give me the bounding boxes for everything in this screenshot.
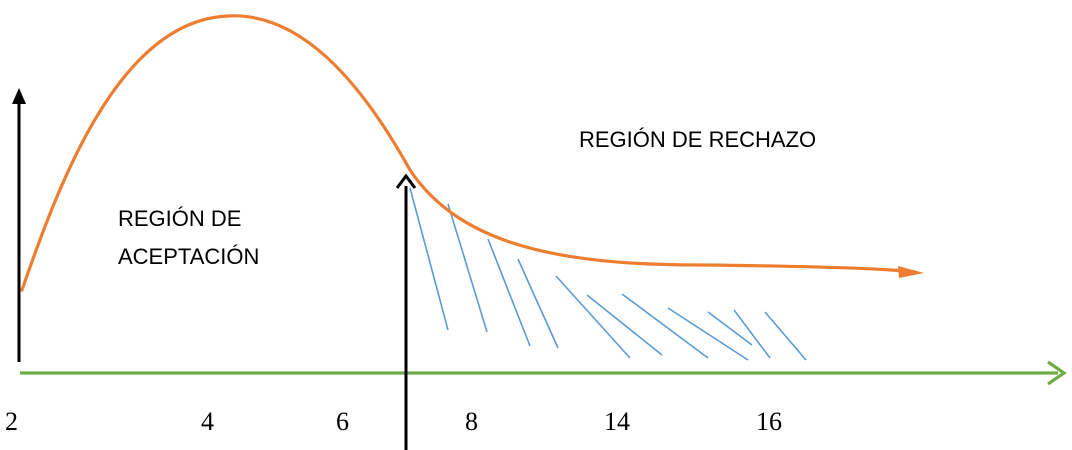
rejection-area-hatching (409, 187, 807, 361)
hatch-line (707, 311, 753, 346)
hatch-line (667, 307, 749, 361)
hatch-line (517, 258, 559, 349)
hatch-line (487, 238, 531, 347)
hatch-line (409, 187, 449, 331)
hatch-line (586, 294, 663, 356)
x-tick-label: 14 (604, 407, 630, 436)
x-tick-label: 6 (336, 407, 349, 436)
acceptance-region-label-line2: ACEPTACIÓN (118, 244, 259, 269)
arrow-right-icon (898, 266, 924, 278)
hatch-line (764, 311, 807, 361)
hatch-line (733, 309, 771, 359)
hatch-line (555, 275, 631, 359)
x-tick-label: 16 (756, 407, 782, 436)
arrow-up-icon (12, 88, 26, 104)
distribution-curve (20, 14, 917, 292)
x-tick-label: 2 (5, 407, 18, 436)
arrow-right-icon (1047, 360, 1067, 386)
x-tick-label: 4 (201, 407, 214, 436)
hatch-line (621, 293, 709, 359)
arrow-up-icon (395, 173, 417, 189)
x-tick-label: 8 (465, 407, 478, 436)
hatch-line (447, 203, 488, 333)
acceptance-region-label-line1: REGIÓN DE (118, 206, 241, 231)
rejection-region-label: REGIÓN DE RECHAZO (579, 127, 816, 152)
